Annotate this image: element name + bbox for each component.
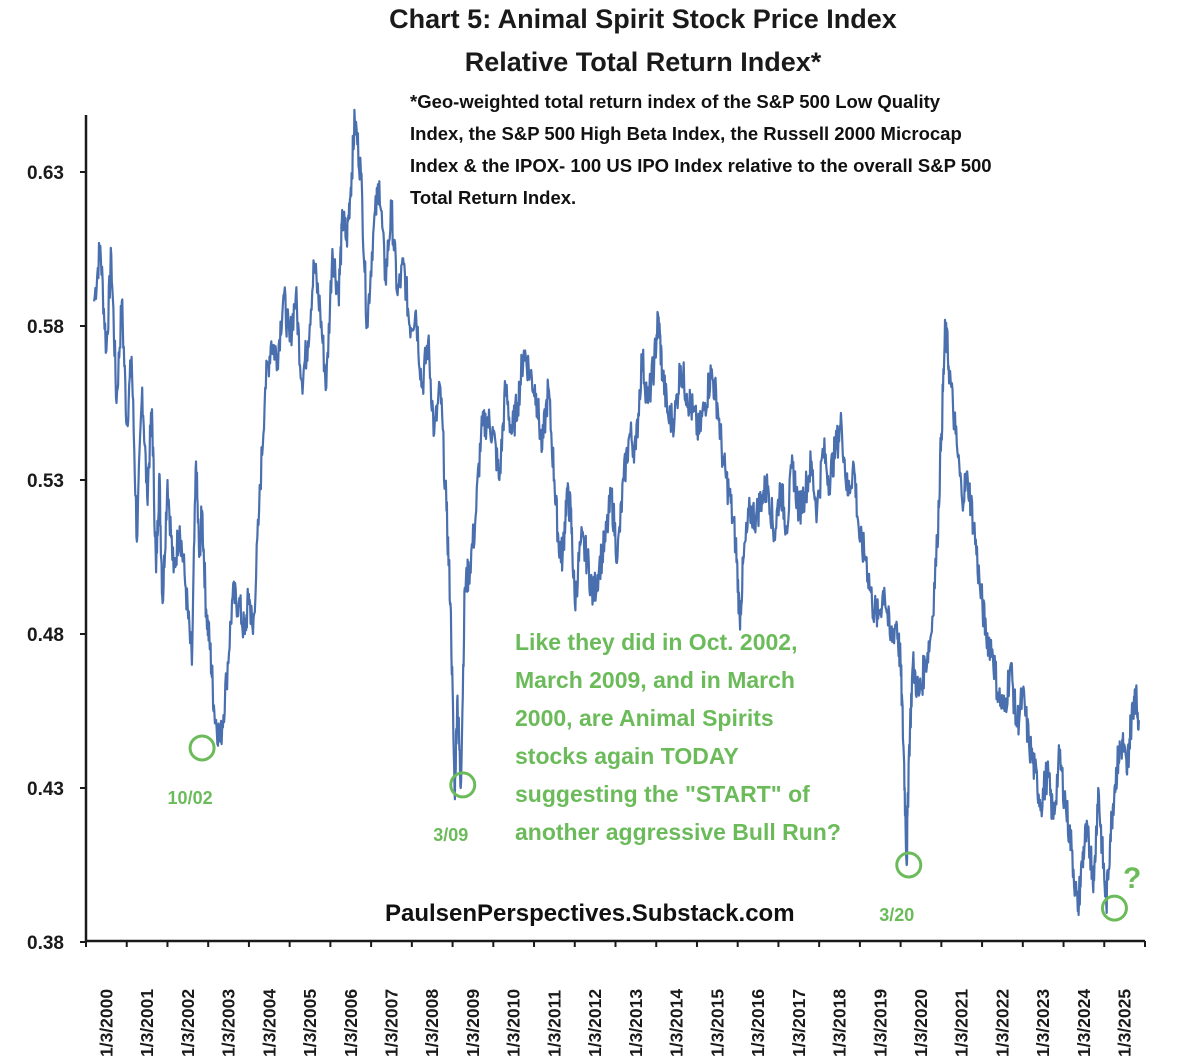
y-tick-label: 0.43 bbox=[27, 779, 64, 800]
annotation-line: another aggressive Bull Run? bbox=[515, 819, 841, 845]
footnote-line: *Geo-weighted total return index of the … bbox=[410, 91, 941, 112]
marker-label: 3/09 bbox=[433, 825, 468, 845]
x-tick-label: 1/3/2019 bbox=[870, 989, 890, 1057]
x-tick-label: 1/3/2012 bbox=[585, 989, 605, 1057]
highlight-circle bbox=[188, 734, 216, 762]
annotation: Like they did in Oct. 2002, March 2009, … bbox=[515, 629, 841, 845]
x-tick-label: 1/3/2009 bbox=[463, 989, 483, 1057]
x-tick-label: 1/3/2000 bbox=[96, 989, 116, 1057]
x-tick-label: 1/3/2007 bbox=[381, 989, 401, 1057]
x-tick-label: 1/3/2020 bbox=[911, 989, 931, 1057]
highlight-circle bbox=[1100, 894, 1128, 922]
chart-title: Chart 5: Animal Spirit Stock Price Index bbox=[389, 4, 897, 34]
x-tick-label: 1/3/2001 bbox=[137, 989, 157, 1057]
x-tick-label: 1/3/2010 bbox=[504, 989, 524, 1057]
x-tick-label: 1/3/2022 bbox=[992, 989, 1012, 1057]
y-tick-label: 0.58 bbox=[27, 317, 64, 338]
source-label: PaulsenPerspectives.Substack.com bbox=[385, 900, 795, 927]
highlight-circle bbox=[449, 771, 477, 799]
x-tick-label: 1/3/2006 bbox=[341, 989, 361, 1057]
x-axis: 1/3/2000 1/3/2001 1/3/2002 1/3/2003 1/3/2004… bbox=[85, 939, 1146, 1057]
marker-label: 3/20 bbox=[879, 905, 914, 925]
x-tick-label: 1/3/2002 bbox=[178, 989, 198, 1057]
annotation-line: 2000, are Animal Spirits bbox=[515, 705, 774, 731]
x-tick-label: 1/3/2025 bbox=[1115, 989, 1135, 1057]
x-tick-label: 1/3/2011 bbox=[544, 990, 564, 1057]
annotation-line: stocks again TODAY bbox=[515, 743, 739, 769]
y-axis: 0.38 0.43 0.48 0.53 0.58 0.63 bbox=[27, 115, 88, 954]
highlight-circle bbox=[895, 851, 923, 879]
footnote-line: Index & the IPOX- 100 US IPO Index relat… bbox=[410, 155, 992, 176]
y-tick-label: 0.53 bbox=[27, 471, 64, 492]
annotation-line: Like they did in Oct. 2002, bbox=[515, 629, 797, 655]
x-tick-label: 1/3/2015 bbox=[707, 989, 727, 1057]
x-tick-label: 1/3/2014 bbox=[667, 989, 687, 1057]
x-tick-label: 1/3/2003 bbox=[219, 989, 239, 1057]
y-tick-label: 0.63 bbox=[27, 163, 64, 184]
x-tick-label: 1/3/2023 bbox=[1033, 989, 1053, 1057]
x-tick-label: 1/3/2005 bbox=[300, 989, 320, 1057]
footnote-line: Total Return Index. bbox=[410, 187, 576, 208]
series-layer bbox=[93, 108, 1140, 917]
chart-subtitle: Relative Total Return Index* bbox=[465, 47, 822, 77]
x-tick-label: 1/3/2004 bbox=[259, 989, 279, 1057]
x-tick-label: 1/3/2018 bbox=[830, 989, 850, 1057]
footnote-line: Index, the S&P 500 High Beta Index, the … bbox=[410, 123, 962, 144]
x-tick-label: 1/3/2024 bbox=[1074, 989, 1094, 1057]
marker-label: 10/02 bbox=[168, 788, 213, 808]
series-line bbox=[93, 108, 1140, 917]
annotation-line: March 2009, and in March bbox=[515, 667, 795, 693]
footnote: *Geo-weighted total return index of the … bbox=[410, 91, 992, 208]
y-tick-label: 0.48 bbox=[27, 625, 64, 646]
annotation-line: suggesting the "START" of bbox=[515, 781, 810, 807]
x-tick-label: 1/3/2017 bbox=[789, 989, 809, 1057]
x-tick-label: 1/3/2013 bbox=[626, 989, 646, 1057]
y-tick-label: 0.38 bbox=[27, 933, 64, 954]
x-tick-label: 1/3/2016 bbox=[748, 989, 768, 1057]
question-mark: ? bbox=[1123, 862, 1141, 895]
x-tick-label: 1/3/2008 bbox=[422, 989, 442, 1057]
x-tick-label: 1/3/2021 bbox=[952, 989, 972, 1057]
marker-layer: 10/02 3/09 3/20 bbox=[168, 734, 1128, 925]
